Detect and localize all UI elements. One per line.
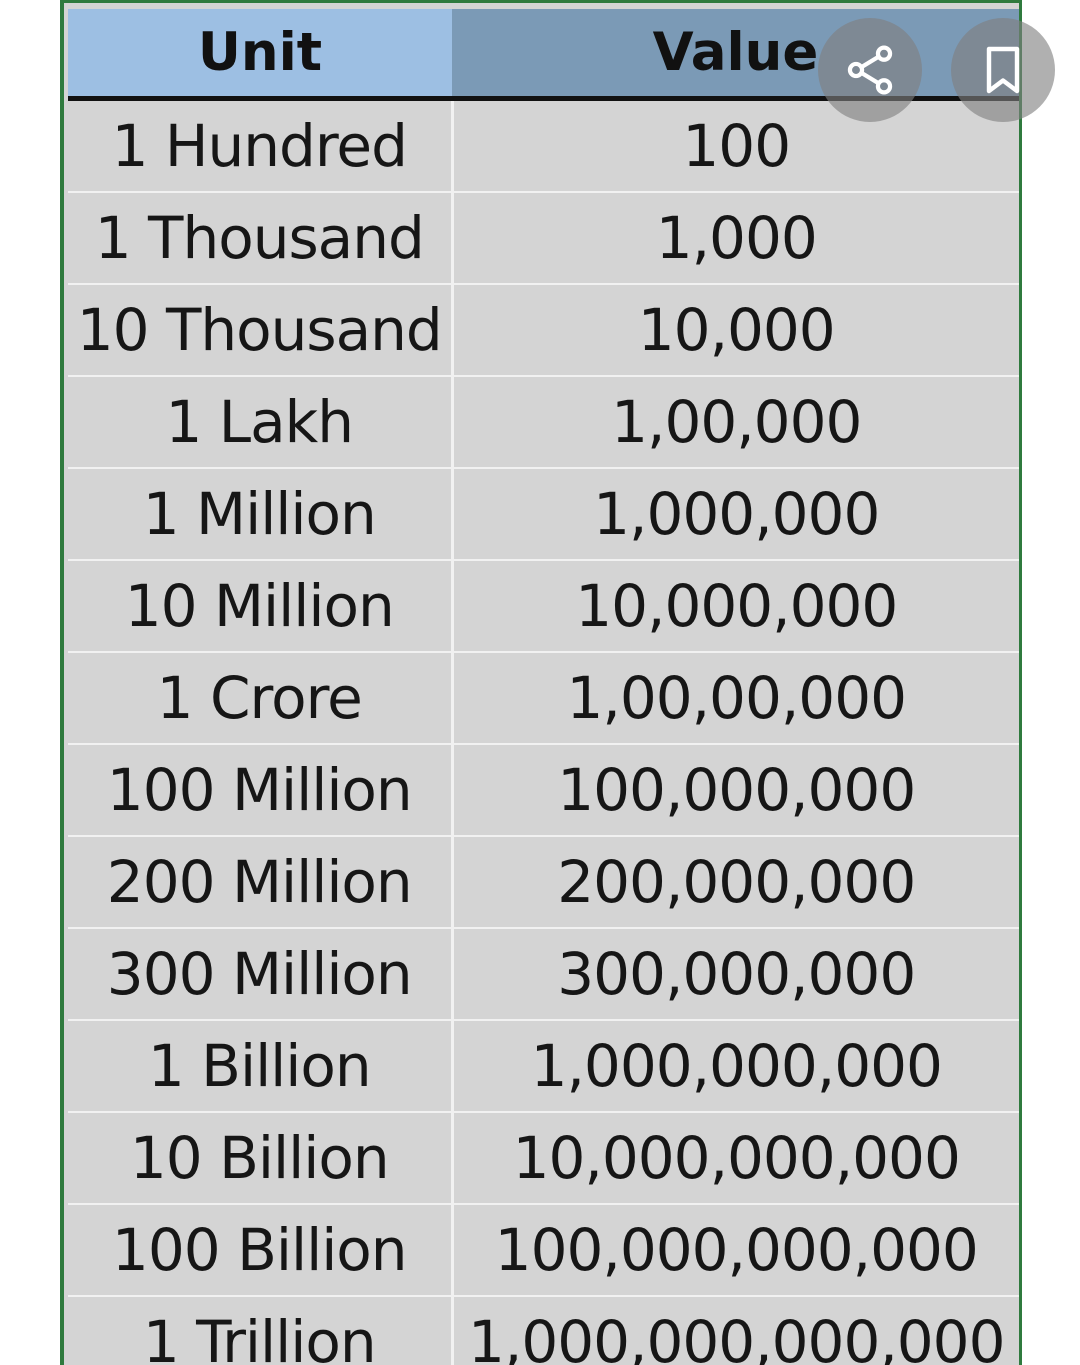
- value-cell: 100,000,000: [452, 743, 1019, 837]
- value-cell: 300,000,000: [452, 927, 1019, 1021]
- value-cell: 1,000: [452, 191, 1019, 285]
- bookmark-icon: [986, 46, 1020, 94]
- table-header-row: Unit Value: [68, 9, 1019, 101]
- unit-cell: 100 Billion: [68, 1203, 454, 1297]
- table-row: 10 Thousand 10,000: [68, 283, 1019, 377]
- share-icon: [847, 45, 893, 95]
- table-row: 1 Thousand 1,000: [68, 191, 1019, 285]
- value-column-header: Value: [452, 9, 1019, 101]
- value-cell: 1,000,000,000,000: [452, 1295, 1019, 1365]
- unit-cell: 200 Million: [68, 835, 454, 929]
- unit-cell: 1 Trillion: [68, 1295, 454, 1365]
- table-row: 1 Million 1,000,000: [68, 467, 1019, 561]
- unit-cell: 1 Billion: [68, 1019, 454, 1113]
- value-cell: 10,000,000: [452, 559, 1019, 653]
- table-row: 1 Lakh 1,00,000: [68, 375, 1019, 469]
- unit-cell: 300 Million: [68, 927, 454, 1021]
- table-row: 1 Crore 1,00,00,000: [68, 651, 1019, 745]
- value-cell: 1,000,000: [452, 467, 1019, 561]
- unit-cell: 10 Billion: [68, 1111, 454, 1205]
- unit-cell: 1 Million: [68, 467, 454, 561]
- value-cell: 200,000,000: [452, 835, 1019, 929]
- unit-cell: 10 Thousand: [68, 283, 454, 377]
- table-row: 10 Billion 10,000,000,000: [68, 1111, 1019, 1205]
- unit-cell: 100 Million: [68, 743, 454, 837]
- unit-cell: 1 Lakh: [68, 375, 454, 469]
- table-row: 1 Billion 1,000,000,000: [68, 1019, 1019, 1113]
- bookmark-button[interactable]: [951, 18, 1055, 122]
- unit-cell: 1 Crore: [68, 651, 454, 745]
- unit-value-table: Unit Value 1 Hundred 100 1 Thousand 1,00…: [68, 9, 1019, 1365]
- table-row: 100 Million 100,000,000: [68, 743, 1019, 837]
- value-cell: 1,000,000,000: [452, 1019, 1019, 1113]
- share-button[interactable]: [818, 18, 922, 122]
- table-row: 300 Million 300,000,000: [68, 927, 1019, 1021]
- value-cell: 10,000: [452, 283, 1019, 377]
- table-row: 1 Trillion 1,000,000,000,000: [68, 1295, 1019, 1365]
- value-cell: 10,000,000,000: [452, 1111, 1019, 1205]
- table-row: 100 Billion 100,000,000,000: [68, 1203, 1019, 1297]
- unit-column-header: Unit: [68, 9, 452, 101]
- table-row: 1 Hundred 100: [68, 97, 1019, 193]
- spreadsheet-table-view: Unit Value 1 Hundred 100 1 Thousand 1,00…: [60, 0, 1022, 1365]
- table-row: 10 Million 10,000,000: [68, 559, 1019, 653]
- value-cell: 1,00,00,000: [452, 651, 1019, 745]
- table-row: 200 Million 200,000,000: [68, 835, 1019, 929]
- value-cell: 100: [452, 97, 1019, 193]
- unit-cell: 1 Hundred: [68, 97, 454, 193]
- value-cell: 1,00,000: [452, 375, 1019, 469]
- unit-cell: 10 Million: [68, 559, 454, 653]
- value-cell: 100,000,000,000: [452, 1203, 1019, 1297]
- unit-cell: 1 Thousand: [68, 191, 454, 285]
